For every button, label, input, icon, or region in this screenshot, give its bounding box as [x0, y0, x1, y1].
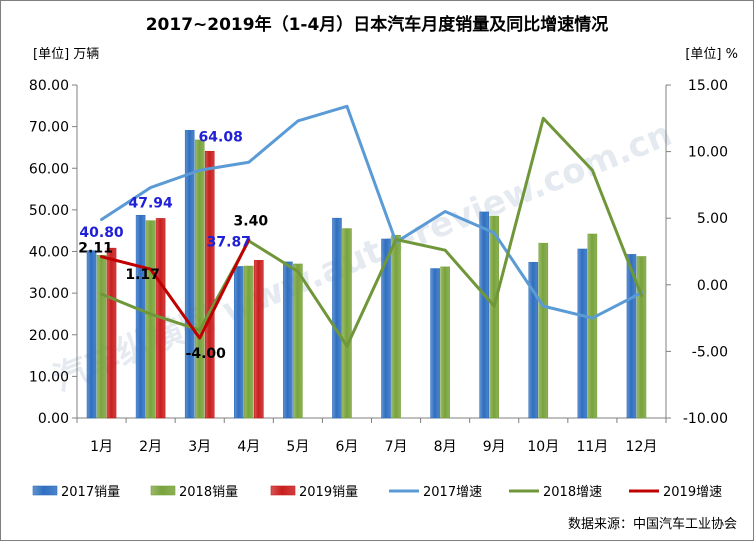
- right-tick-label: 5.00: [697, 211, 728, 227]
- bar-2017销量: [479, 211, 490, 419]
- lines-layer: [100, 104, 643, 348]
- left-tick-label: 50.00: [29, 203, 69, 219]
- bar-2017销量: [332, 217, 342, 419]
- chart-title: 2017~2019年（1-4月）日本汽车月度销量及同比增速情况: [146, 14, 609, 35]
- x-tick-label: 8月: [434, 439, 457, 455]
- bar-2018销量: [342, 228, 352, 419]
- legend-swatch: [32, 485, 58, 496]
- bar-2017销量: [626, 254, 637, 419]
- growth-2019-label: -4.00: [186, 346, 227, 362]
- bar-2018销量: [293, 263, 303, 419]
- growth-2019-label: 2.11: [78, 241, 113, 257]
- x-tick-label: 7月: [385, 439, 408, 455]
- bar-2018销量: [391, 234, 401, 419]
- bar-2018销量: [145, 220, 156, 419]
- x-tick-label: 11月: [576, 439, 608, 455]
- x-tick-label: 6月: [335, 439, 358, 455]
- bar-2018销量: [489, 215, 500, 419]
- bar-2018销量: [587, 233, 598, 419]
- bar-2017销量: [184, 130, 195, 419]
- left-tick-label: 60.00: [29, 161, 69, 177]
- x-tick-label: 2月: [139, 439, 162, 455]
- bar-2017销量: [430, 268, 440, 419]
- legend-label: 2019增速: [663, 485, 722, 500]
- right-axis-unit: [单位] %: [685, 47, 738, 62]
- legend-swatch: [150, 485, 176, 496]
- legend-label: 2018销量: [179, 485, 238, 500]
- bar-2017销量: [283, 261, 293, 419]
- x-tick-label: 12月: [626, 439, 658, 455]
- sales-2019-label: 40.80: [79, 225, 124, 241]
- right-tick-label: 0.00: [697, 278, 728, 294]
- legend-label: 2017增速: [423, 485, 482, 500]
- bar-2018销量: [636, 256, 647, 419]
- bar-2017销量: [381, 238, 391, 419]
- bar-2019销量: [253, 260, 264, 419]
- left-tick-label: 10.00: [29, 369, 69, 385]
- right-tick-label: 10.00: [688, 145, 728, 161]
- sales-2019-label: 64.08: [199, 129, 243, 145]
- bar-2017销量: [86, 250, 97, 419]
- bar-2017销量: [528, 262, 539, 419]
- x-tick-label: 10月: [527, 439, 559, 455]
- bar-2018销量: [538, 242, 549, 419]
- left-tick-label: 40.00: [29, 245, 69, 261]
- left-tick-label: 20.00: [29, 328, 69, 344]
- left-tick-label: 0.00: [38, 411, 69, 427]
- sales-2019-label: 37.87: [207, 234, 251, 250]
- bar-2017销量: [233, 266, 244, 419]
- growth-2019-label: 3.40: [234, 214, 269, 230]
- x-tick-label: 9月: [483, 439, 506, 455]
- bars-layer: [86, 130, 647, 419]
- left-tick-label: 80.00: [29, 78, 69, 94]
- sales-2019-label: 47.94: [128, 195, 173, 211]
- bar-2018销量: [194, 139, 205, 419]
- bar-2019销量: [106, 247, 117, 419]
- line-2017增速: [100, 104, 643, 320]
- bar-2018销量: [440, 266, 450, 419]
- right-tick-label: 15.00: [688, 78, 728, 94]
- legend-label: 2018增速: [543, 485, 602, 500]
- x-tick-label: 3月: [188, 439, 211, 455]
- right-tick-label: -10.00: [683, 411, 728, 427]
- x-tick-label: 1月: [90, 439, 113, 455]
- bar-2018销量: [243, 265, 254, 419]
- bar-2017销量: [577, 248, 588, 419]
- source-note: 数据来源：中国汽车工业协会: [568, 516, 737, 532]
- bar-2018销量: [96, 254, 107, 419]
- legend-label: 2019销量: [299, 485, 358, 500]
- legend-swatch: [270, 485, 296, 496]
- left-tick-label: 70.00: [29, 120, 69, 136]
- line-2019增速: [100, 238, 251, 340]
- left-tick-label: 30.00: [29, 286, 69, 302]
- x-tick-label: 5月: [286, 439, 309, 455]
- legend-label: 2017销量: [61, 485, 120, 500]
- growth-2019-label: 1.17: [125, 267, 160, 283]
- bar-2017销量: [135, 214, 146, 419]
- legend: 2017销量 2018销量 2019销量 2017增速 2018增速 2019增速: [32, 485, 722, 500]
- x-tick-label: 4月: [237, 439, 260, 455]
- left-axis-unit: [单位] 万辆: [33, 47, 99, 62]
- right-tick-label: -5.00: [692, 344, 728, 360]
- axes-layer: 0.00 10.00 20.00 30.00 40.00 50.00 60.00 70.00 8…: [29, 78, 728, 455]
- bar-2019销量: [204, 150, 215, 419]
